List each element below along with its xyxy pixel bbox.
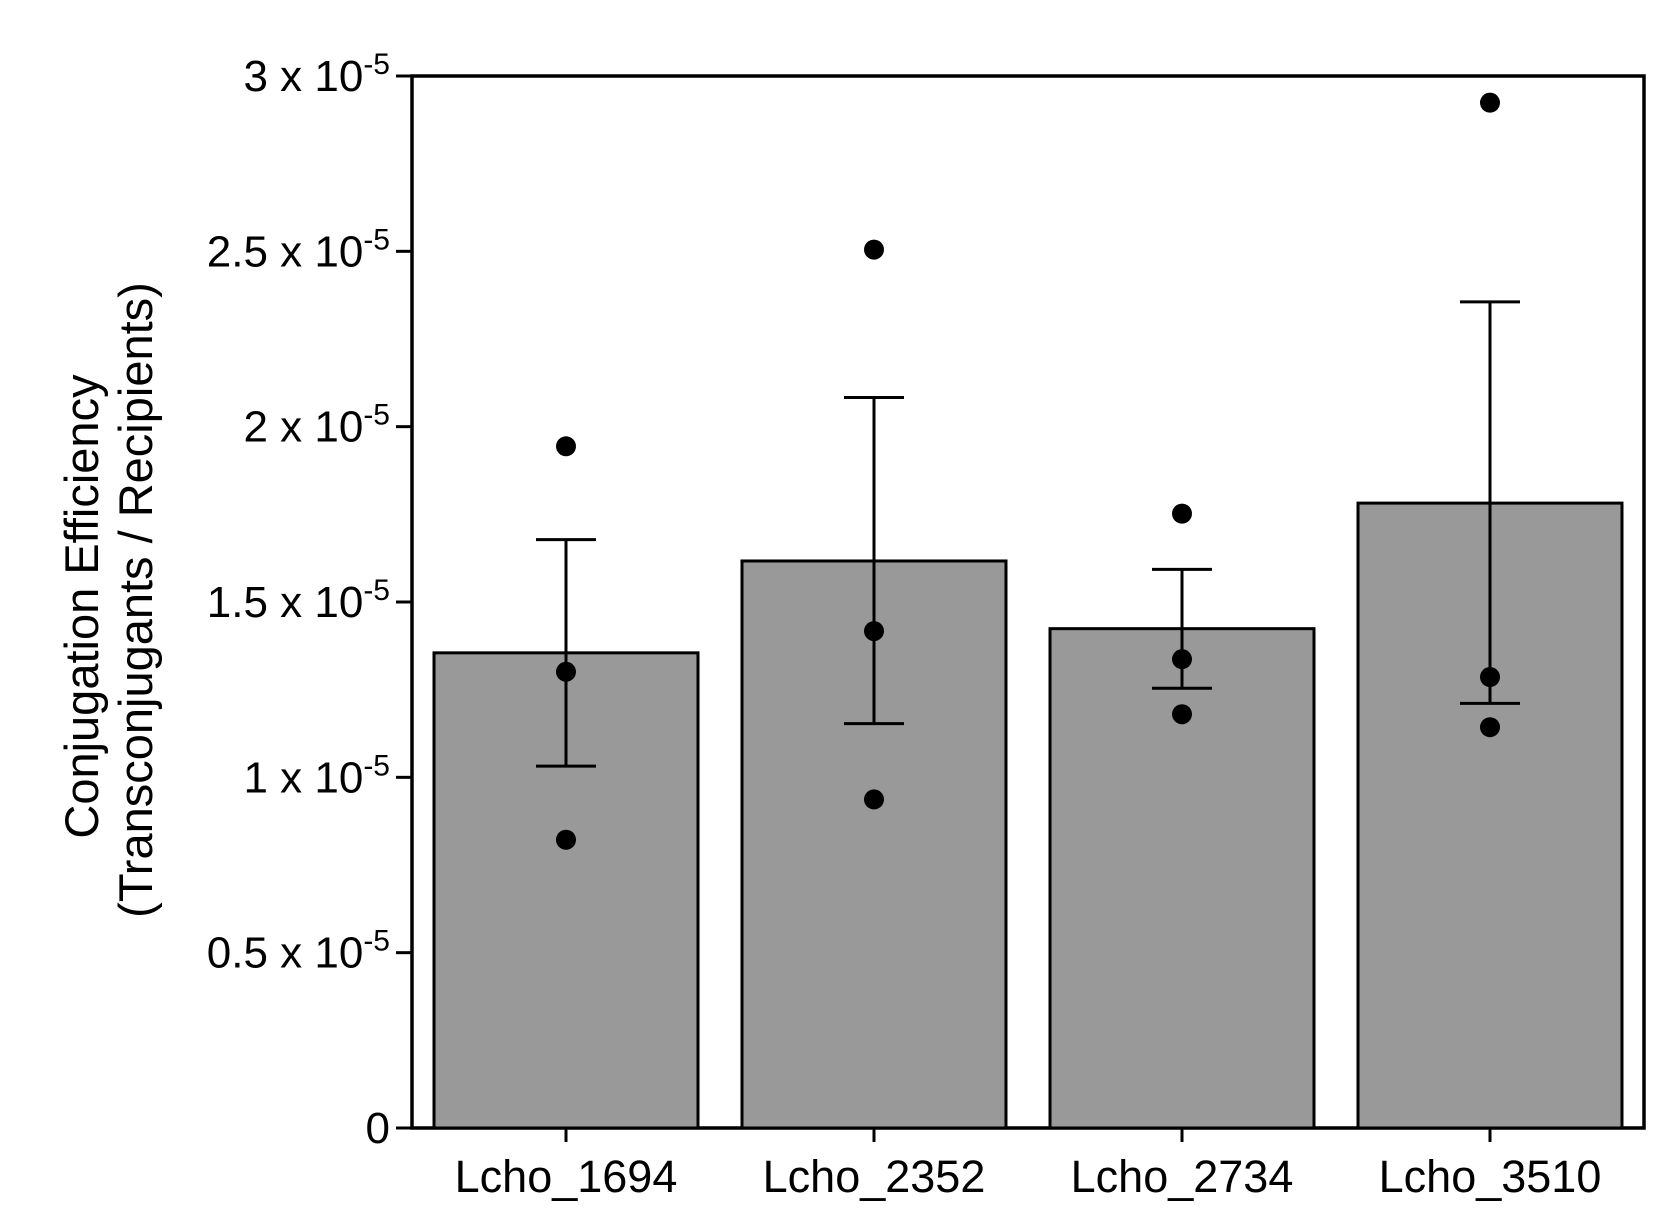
data-point-Lcho_3510-2 bbox=[1480, 667, 1500, 688]
y-tick-label-1: 0.5 x 10-5 bbox=[207, 925, 390, 978]
data-point-Lcho_2734-3 bbox=[1172, 704, 1192, 725]
x-axis: Lcho_1694 Lcho_2352 Lcho_2734 Lcho_3510 bbox=[455, 1128, 1602, 1202]
x-tick-label-Lcho_1694: Lcho_1694 bbox=[455, 1151, 678, 1202]
data-points-layer bbox=[556, 92, 1500, 850]
x-tick-label-Lcho_3510: Lcho_3510 bbox=[1379, 1151, 1602, 1202]
data-point-Lcho_3510-1 bbox=[1480, 92, 1500, 113]
y-axis-label: Conjugation Efficiency (Transconjugants … bbox=[55, 282, 162, 918]
data-point-Lcho_2352-2 bbox=[864, 621, 884, 642]
x-tick-label-Lcho_2352: Lcho_2352 bbox=[763, 1151, 986, 1202]
y-tick-label-3: 1.5 x 10-5 bbox=[207, 574, 390, 627]
data-point-Lcho_2734-2 bbox=[1172, 649, 1192, 670]
y-tick-label-4: 2 x 10-5 bbox=[243, 399, 390, 452]
data-point-Lcho_3510-3 bbox=[1480, 717, 1500, 738]
data-point-Lcho_1694-3 bbox=[556, 829, 576, 850]
y-tick-label-6: 3 x 10-5 bbox=[243, 48, 390, 101]
y-tick-label-2: 1 x 10-5 bbox=[243, 749, 390, 802]
bar-Lcho_2734 bbox=[1048, 627, 1316, 1130]
y-tick-label-0: 0 bbox=[366, 1104, 390, 1153]
data-point-Lcho_2734-1 bbox=[1172, 503, 1192, 524]
y-axis: 0 0.5 x 10-5 1 x 10-5 1.5 x 10-5 2 x 10-5 2.5… bbox=[207, 48, 412, 1153]
y-tick-label-5: 2.5 x 10-5 bbox=[207, 223, 390, 276]
y-axis-label-line-2: (Transconjugants / Recipients) bbox=[109, 282, 162, 918]
data-point-Lcho_2352-1 bbox=[864, 239, 884, 260]
data-point-Lcho_2352-3 bbox=[864, 789, 884, 810]
bars-layer bbox=[432, 501, 1624, 1130]
data-point-Lcho_1694-1 bbox=[556, 436, 576, 457]
data-point-Lcho_1694-2 bbox=[556, 661, 576, 682]
x-tick-label-Lcho_2734: Lcho_2734 bbox=[1071, 1151, 1294, 1202]
y-axis-label-line-1: Conjugation Efficiency bbox=[55, 374, 108, 839]
error-bars-layer bbox=[536, 300, 1520, 768]
